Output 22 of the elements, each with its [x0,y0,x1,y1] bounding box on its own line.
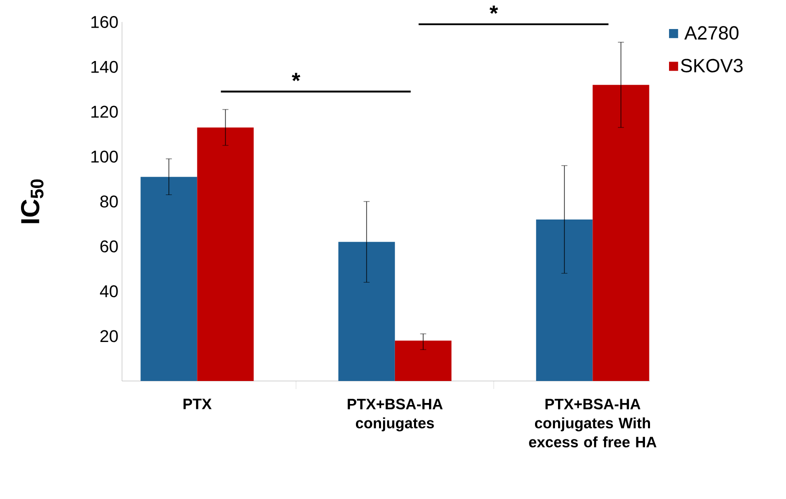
y-tick-label: 60 [100,240,118,252]
y-tick-label: 100 [91,150,118,163]
bar [394,340,452,381]
x-tick-label: PTX+BSA-HA conjugates [348,398,443,432]
y-axis-title: IC$_{50}$ [20,179,44,224]
bar [536,219,593,381]
bar [592,84,650,381]
y-tick-label: 160 [91,16,118,28]
legend-label: SKOV3 [680,58,743,72]
bar [338,242,395,381]
y-tick-label: 40 [100,285,118,298]
y-tick-label: 140 [91,60,118,73]
legend-label: A2780 [684,26,738,40]
y-tick-label: 120 [91,106,118,118]
bar [140,176,198,381]
text: * [490,6,498,14]
annotation: * [292,72,300,82]
x-tick-label: PTX [184,398,212,410]
y-tick-label: 80 [100,195,118,208]
x-tick-label: PTX+BSA-HA conjugates With excess of free HA [529,398,656,448]
bar [197,127,254,381]
y-tick-label: 20 [100,330,118,342]
